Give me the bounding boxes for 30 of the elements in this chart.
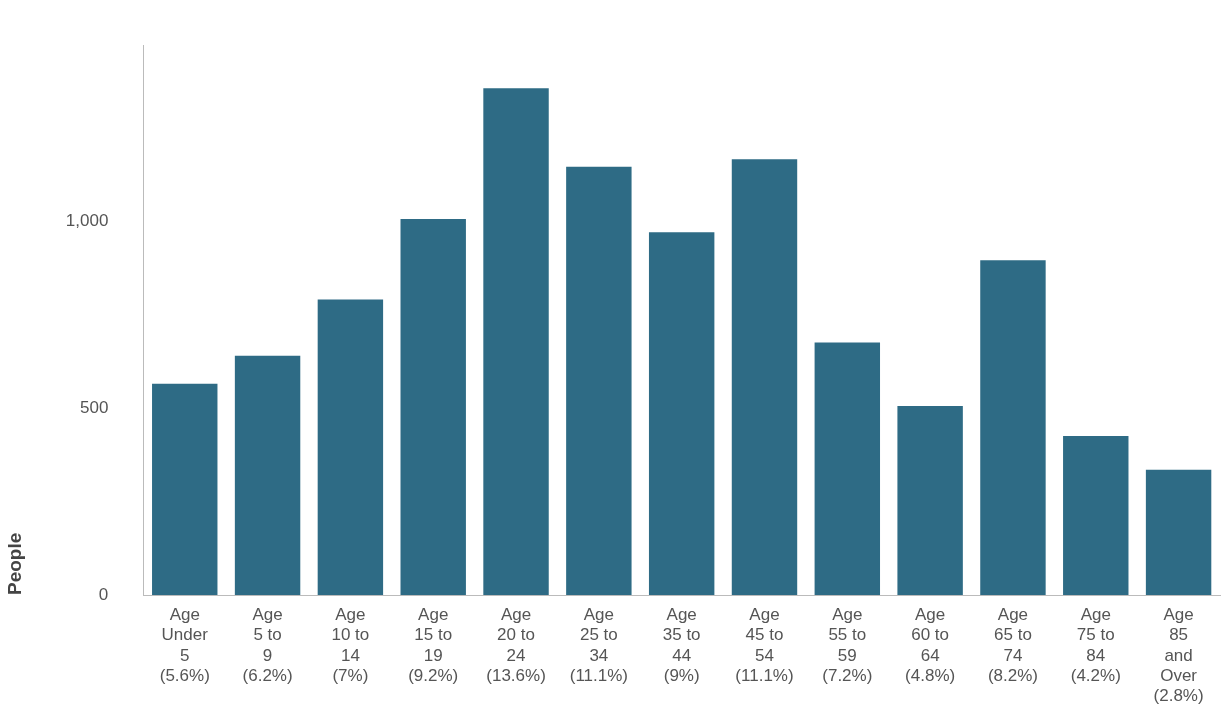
x-tick-label: Age 25 to 34 (11.1%)	[569, 604, 628, 686]
x-tick-label: Age 15 to 19 (9.2%)	[408, 604, 459, 686]
bar	[317, 299, 384, 595]
bar	[566, 166, 632, 595]
x-tick-label: Age 20 to 24 (13.6%)	[486, 604, 546, 686]
bar	[648, 232, 715, 595]
bar	[400, 219, 466, 595]
x-tick-label: Age 45 to 54 (11.1%)	[735, 604, 794, 686]
x-tick-label: Age 35 to 44 (9%)	[662, 604, 701, 686]
bar	[152, 383, 218, 595]
y-tick-label: 0	[98, 584, 109, 604]
x-tick-label: Age 75 to 84 (4.2%)	[1070, 604, 1121, 686]
x-tick-label: Age 10 to 14 (7%)	[331, 604, 370, 686]
y-tick-label: 500	[79, 397, 109, 417]
x-tick-label: Age 55 to 59 (7.2%)	[822, 604, 873, 686]
x-tick-label: Age Under 5 (5.6%)	[159, 604, 210, 686]
bar	[234, 355, 301, 595]
x-tick-label: Age 85 and Over (2.8%)	[1153, 604, 1204, 706]
bar	[814, 342, 881, 595]
bar	[897, 406, 963, 595]
bar	[1145, 469, 1212, 595]
bar	[1063, 436, 1129, 595]
bar	[731, 159, 798, 595]
x-tick-label: Age 65 to 74 (8.2%)	[987, 604, 1038, 686]
y-axis-title: People	[3, 532, 25, 595]
x-tick-label: Age 60 to 64 (4.8%)	[905, 604, 956, 686]
bar	[980, 260, 1046, 595]
bar	[483, 88, 549, 595]
y-tick-label: 1,000	[65, 210, 109, 230]
x-tick-label: Age 5 to 9 (6.2%)	[242, 604, 293, 686]
